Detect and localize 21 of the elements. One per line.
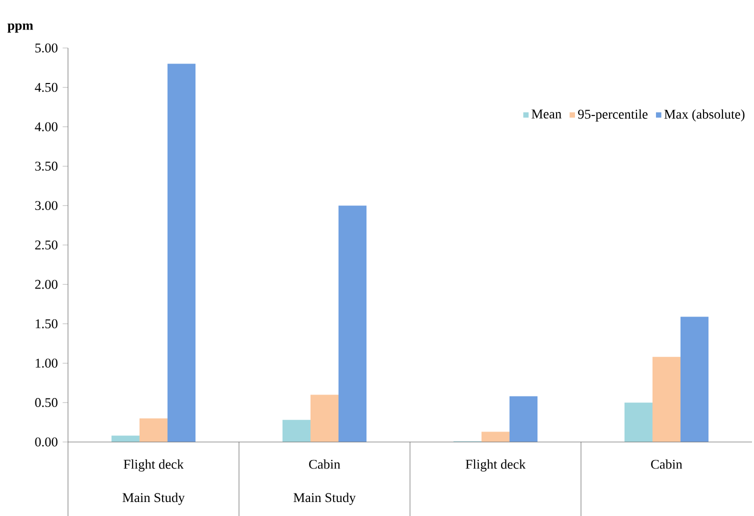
legend-label: Mean bbox=[532, 110, 562, 118]
y-tick-label: 2.00 bbox=[35, 280, 58, 289]
y-tick-label: 4.00 bbox=[34, 122, 58, 132]
x-tick-label: Cabin bbox=[309, 459, 340, 469]
legend-label: Max (absolute) bbox=[664, 109, 744, 122]
y-tick-label: 2.50 bbox=[35, 240, 58, 250]
y-tick-label: 3.50 bbox=[35, 162, 58, 171]
text: Main Study bbox=[294, 492, 356, 505]
y-tick-label: 0.00 bbox=[35, 437, 58, 447]
y-tick-label: 5.00 bbox=[35, 43, 58, 53]
x-tick-label: Flight deck bbox=[124, 459, 184, 472]
y-tick-label: 1.50 bbox=[36, 319, 58, 328]
text: Main Study bbox=[122, 492, 185, 505]
y-axis-title: ppm bbox=[8, 23, 34, 33]
legend-label: 95-percentile bbox=[578, 109, 648, 122]
y-tick-label: 0.50 bbox=[35, 398, 58, 408]
y-tick-label: 3.00 bbox=[35, 201, 58, 210]
x-tick-label: Cabin bbox=[651, 459, 682, 469]
y-tick-label: 1.00 bbox=[36, 358, 58, 368]
x-tick-label: Flight deck bbox=[466, 459, 526, 472]
y-tick-label: 4.50 bbox=[34, 82, 58, 92]
